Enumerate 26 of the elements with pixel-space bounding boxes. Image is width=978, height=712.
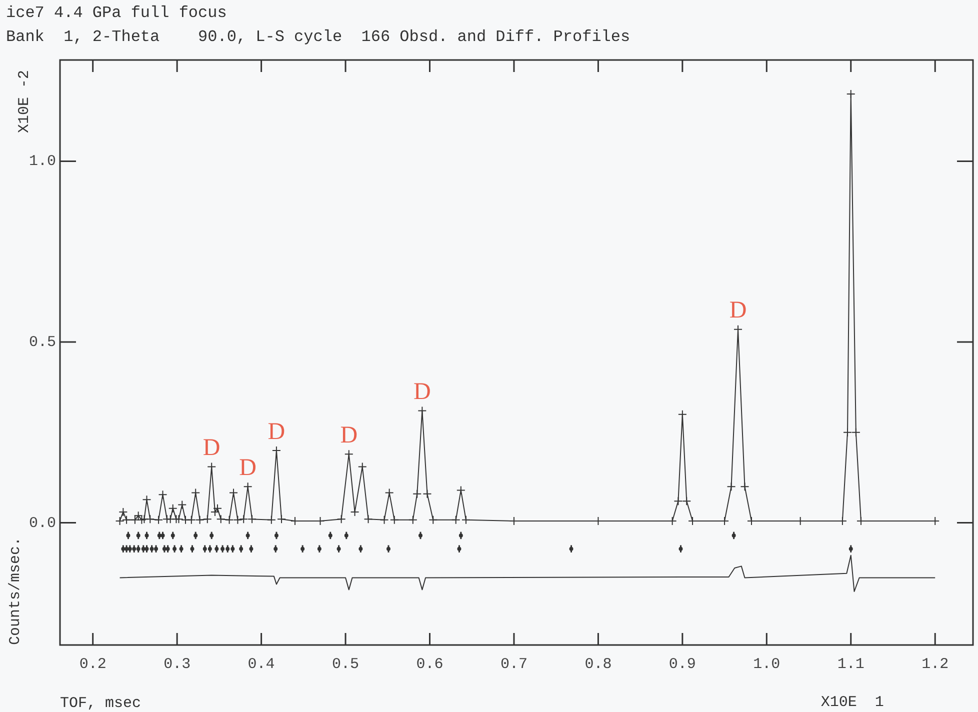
x-tick-label: 0.4 xyxy=(248,656,275,673)
annotation: D xyxy=(729,298,747,324)
y-tick-label: 1.0 xyxy=(28,153,56,170)
annotation: D xyxy=(202,435,220,462)
annotation: D xyxy=(268,418,286,445)
x-tick-label: 0.8 xyxy=(584,656,612,673)
x-tick-label: 0.6 xyxy=(416,656,444,673)
text: X10E 1 xyxy=(820,694,884,711)
annotation: D xyxy=(340,422,358,448)
chart-subtitle: Bank 1, 2-Theta 90.0, L-S cycle 166 Obsd. and Diff. Profiles xyxy=(6,28,630,46)
x-tick-label: 0.3 xyxy=(164,656,191,673)
x-tick-label: 1.1 xyxy=(837,656,864,673)
x-tick-label: 1.0 xyxy=(753,656,780,673)
x-tick-label: 0.2 xyxy=(79,656,106,673)
y-tick-label: 0.0 xyxy=(28,514,56,532)
text: X10E -2 xyxy=(16,70,33,134)
x-axis-title: TOF, msec xyxy=(60,694,142,712)
x-tick-label: 0.9 xyxy=(668,656,696,673)
x-tick-label: 1.2 xyxy=(922,656,949,673)
annotation: D xyxy=(413,379,431,406)
x-tick-label: 0.7 xyxy=(500,656,528,673)
y-axis-title: Counts/msec. xyxy=(6,536,24,645)
annotation: D xyxy=(239,454,256,481)
x-tick-label: 0.5 xyxy=(332,656,360,673)
chart-title: ice7 4.4 GPa full focus xyxy=(6,4,227,22)
y-tick-label: 0.5 xyxy=(28,334,56,351)
